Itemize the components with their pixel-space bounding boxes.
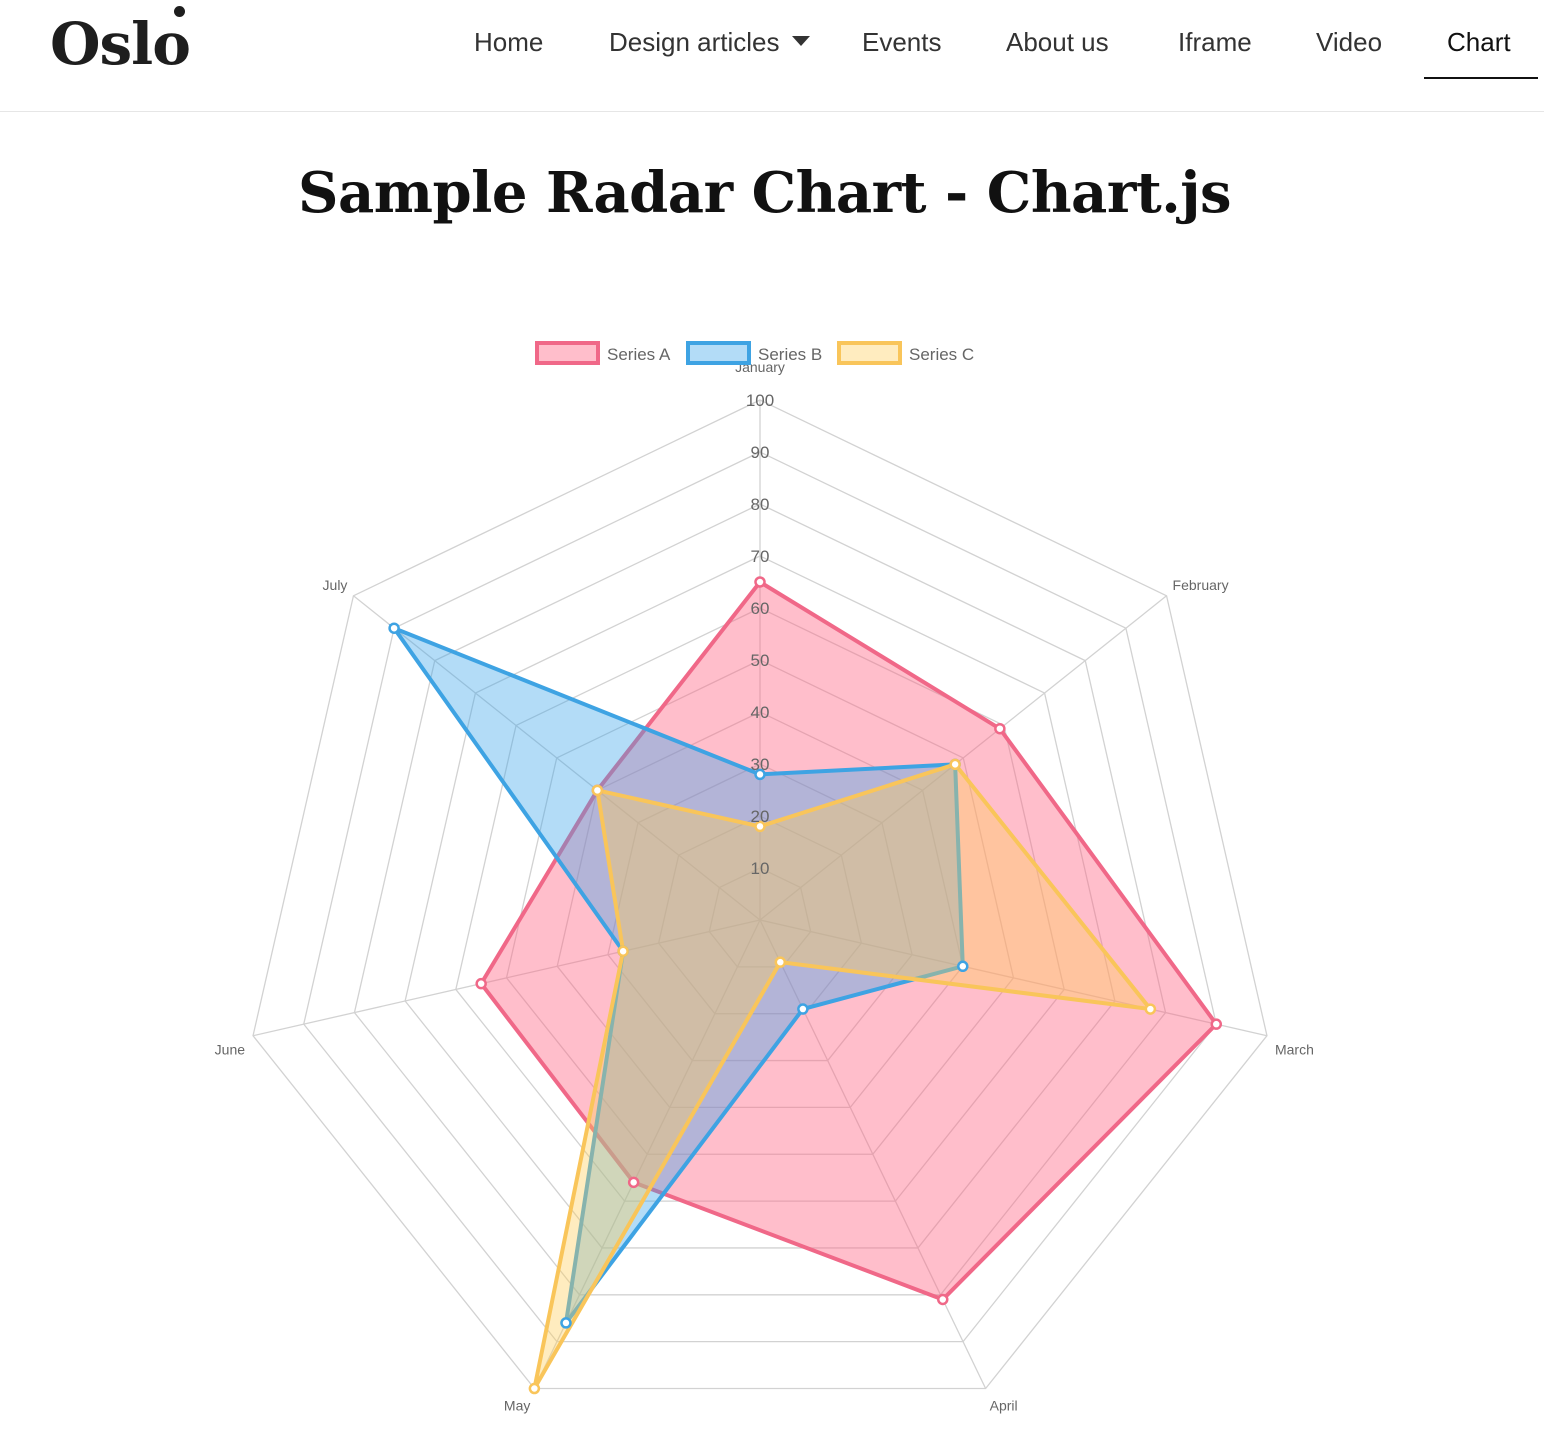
tick-label: 100: [746, 391, 774, 410]
legend-label: Series C: [909, 345, 974, 364]
data-point: [994, 722, 1006, 735]
angle-line: [533, 919, 761, 1389]
caret-down-icon: [791, 36, 810, 46]
angle-line: [759, 919, 1268, 1037]
grid-ring: [657, 815, 863, 1015]
tick-label: 10: [751, 859, 770, 878]
tick-label: 90: [751, 443, 770, 462]
grid-ring: [303, 451, 1217, 1343]
legend-label: Series A: [607, 345, 671, 364]
nav-chart[interactable]: Chart: [1447, 27, 1511, 57]
grid-ring: [353, 503, 1167, 1296]
site-logo[interactable]: Oslo: [50, 10, 191, 78]
nav-design-articles-label: Design articles: [609, 27, 780, 57]
tick-label: 30: [751, 755, 770, 774]
data-point: [1210, 1018, 1223, 1030]
nav-video[interactable]: Video: [1316, 27, 1383, 57]
grid-ring: [505, 659, 1015, 1155]
page-title: Sample Radar Chart - Chart.js: [298, 160, 1232, 226]
nav-events[interactable]: Events: [862, 27, 942, 57]
nav-active-underline: [1424, 77, 1538, 79]
axis-label-february: February: [1173, 577, 1229, 593]
angle-line: [759, 919, 987, 1389]
nav-home[interactable]: Home: [474, 27, 544, 57]
data-point: [617, 945, 629, 957]
angle-line: [252, 919, 761, 1037]
nav-about-us[interactable]: About us: [1006, 27, 1109, 57]
axis-label-march: March: [1275, 1042, 1314, 1058]
data-point: [774, 956, 787, 968]
tick-label: 80: [751, 495, 770, 514]
series-area-3: [532, 762, 1155, 1390]
data-point: [388, 622, 400, 634]
series-area-1: [478, 579, 1219, 1302]
grid-ring: [556, 711, 964, 1109]
grid-ring: [607, 763, 913, 1062]
logo-dot: [174, 6, 185, 17]
data-point: [475, 977, 487, 990]
nav-design-articles[interactable]: Design articles: [609, 22, 810, 62]
series-area-2: [388, 623, 965, 1325]
axis-label-july: July: [323, 577, 348, 593]
data-point: [949, 758, 961, 771]
grid-ring: [404, 555, 1116, 1249]
grid-ring: [252, 399, 1268, 1390]
radial-ticks: 10 20 30 40 50 60 70 80 90 100: [746, 391, 774, 878]
main-nav: Home Design articles Events About us Ifr…: [0, 0, 1544, 112]
legend-label: Series B: [758, 345, 822, 364]
data-point: [528, 1382, 541, 1395]
tick-label: 50: [751, 651, 770, 670]
tick-label: 70: [751, 547, 770, 566]
data-point: [937, 1293, 949, 1306]
grid-ring: [455, 607, 1065, 1202]
legend-item-2[interactable]: Series B: [686, 341, 822, 365]
legend-item-1[interactable]: Series A: [535, 341, 671, 365]
data-point: [754, 576, 766, 588]
legend-swatch: [837, 341, 902, 365]
angle-line: [759, 595, 1167, 921]
data-point: [627, 1176, 640, 1189]
grid-ring: [708, 867, 812, 968]
legend-swatch: [686, 341, 751, 365]
legend-item-3[interactable]: Series C: [837, 341, 974, 365]
radar-grid: [252, 399, 1268, 1390]
data-point: [591, 784, 604, 797]
tick-label: 40: [751, 703, 770, 722]
axis-label-june: June: [215, 1042, 246, 1058]
angle-line: [353, 595, 761, 921]
radar-datasets: [388, 576, 1223, 1395]
legend-swatch: [535, 341, 600, 365]
data-point: [560, 1317, 572, 1329]
data-point: [754, 820, 766, 833]
site-header: Oslo Home Design articles Events About u…: [0, 0, 1544, 112]
data-point: [754, 768, 766, 781]
tick-label: 60: [751, 599, 770, 618]
chart-legend: Series A Series B Series C: [535, 341, 974, 365]
data-point: [797, 1003, 809, 1015]
tick-label: 20: [751, 807, 770, 826]
data-point: [957, 960, 969, 973]
nav-iframe[interactable]: Iframe: [1178, 27, 1252, 57]
axis-label-april: April: [990, 1398, 1018, 1414]
axis-label-may: May: [504, 1398, 530, 1414]
data-point: [1144, 1003, 1157, 1015]
